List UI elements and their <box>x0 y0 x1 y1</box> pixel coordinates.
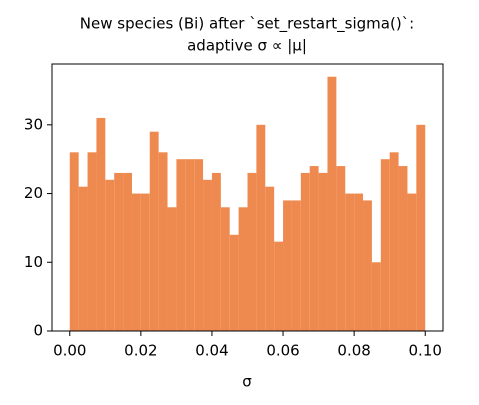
bar <box>114 172 124 331</box>
y-tick-label: 0 <box>33 322 43 340</box>
bar <box>389 152 399 331</box>
y-tick-label: 30 <box>24 115 43 133</box>
bar <box>69 152 79 331</box>
bar <box>149 131 159 331</box>
plot-frame <box>51 63 444 332</box>
bar <box>300 172 310 331</box>
bar <box>158 152 168 331</box>
bar <box>247 172 257 331</box>
bar <box>309 166 319 331</box>
bar <box>140 193 150 331</box>
bar <box>256 124 266 332</box>
bar <box>327 76 337 331</box>
bar <box>380 159 390 331</box>
bar <box>345 193 355 331</box>
x-tick-label: 0.10 <box>409 342 442 360</box>
bar <box>238 207 248 331</box>
bar <box>283 200 292 331</box>
bar <box>123 172 132 331</box>
x-tick-label: 0.06 <box>266 342 299 360</box>
y-tick-label: 10 <box>24 253 43 271</box>
bar <box>416 124 426 332</box>
bar <box>291 200 301 331</box>
x-tick-label: 0.04 <box>195 342 228 360</box>
y-tick-label: 20 <box>24 184 43 202</box>
bar <box>105 179 115 331</box>
bar <box>398 166 408 331</box>
chart-title: New species (Bi) after `set_restart_sigm… <box>80 15 414 34</box>
chart-title: adaptive σ ∝ |μ| <box>187 37 307 55</box>
bar <box>363 200 372 331</box>
bar <box>211 172 221 331</box>
bar <box>87 152 97 331</box>
x-tick-label: 0.02 <box>124 342 157 360</box>
x-tick-label: 0.00 <box>53 342 86 360</box>
bar <box>203 179 212 331</box>
bar <box>176 159 186 331</box>
bar <box>194 159 204 331</box>
bar <box>167 207 177 331</box>
x-axis-label: σ <box>242 373 252 391</box>
x-tick-label: 0.08 <box>337 342 370 360</box>
bar <box>96 117 106 332</box>
bar <box>274 241 284 331</box>
bar <box>318 172 328 331</box>
bar <box>185 159 195 331</box>
bar <box>336 166 346 331</box>
bar <box>265 186 275 331</box>
bar <box>371 262 381 331</box>
bar <box>407 193 417 331</box>
bar <box>78 186 88 331</box>
bar <box>229 234 239 331</box>
bar <box>354 193 364 331</box>
bar <box>131 193 141 331</box>
bar <box>220 207 230 331</box>
